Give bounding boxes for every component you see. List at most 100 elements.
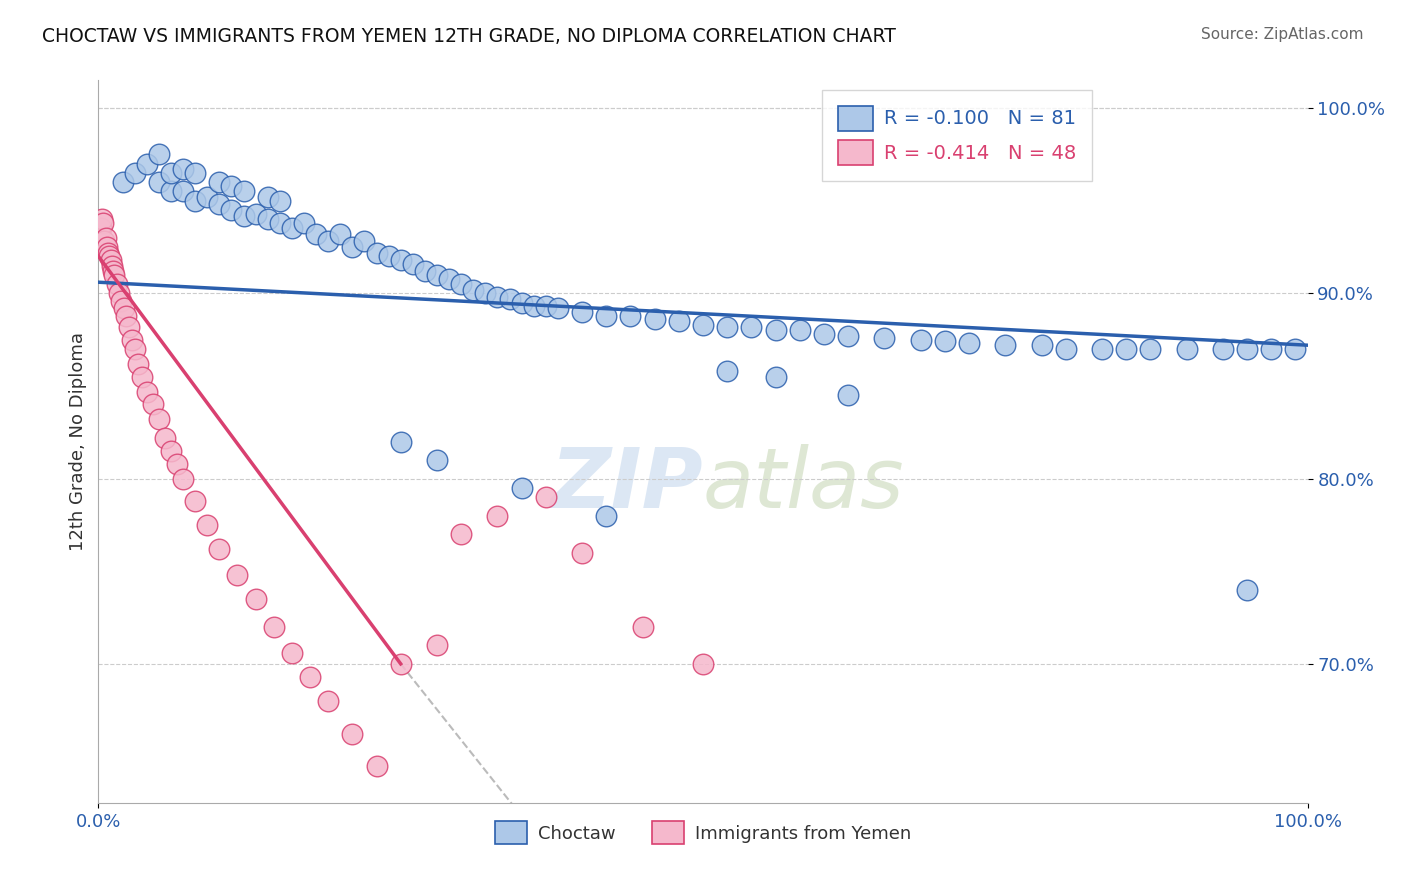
Point: [716, 319, 738, 334]
Point: [226, 568, 249, 582]
Legend: Choctaw, Immigrants from Yemen: Choctaw, Immigrants from Yemen: [488, 814, 918, 852]
Point: [172, 162, 194, 177]
Point: [110, 293, 132, 308]
Point: [105, 277, 128, 291]
Point: [148, 412, 170, 426]
Point: [184, 166, 207, 180]
Point: [837, 329, 859, 343]
Point: [281, 221, 304, 235]
Text: ZIP: ZIP: [550, 444, 703, 525]
Point: [127, 357, 149, 371]
Point: [131, 369, 153, 384]
Point: [195, 190, 218, 204]
Point: [135, 384, 157, 399]
Y-axis label: 12th Grade, No Diploma: 12th Grade, No Diploma: [69, 332, 87, 551]
Point: [716, 364, 738, 378]
Point: [118, 319, 141, 334]
Point: [1115, 342, 1137, 356]
Point: [413, 264, 436, 278]
Point: [510, 295, 533, 310]
Point: [108, 286, 131, 301]
Text: atlas: atlas: [703, 444, 904, 525]
Point: [1175, 342, 1198, 356]
Point: [256, 212, 278, 227]
Point: [740, 319, 762, 334]
Point: [221, 202, 243, 217]
Point: [299, 670, 322, 684]
Point: [195, 517, 218, 532]
Point: [668, 314, 690, 328]
Point: [595, 508, 617, 523]
Point: [98, 249, 121, 263]
Point: [263, 620, 285, 634]
Point: [402, 257, 425, 271]
Point: [160, 443, 183, 458]
Point: [100, 252, 122, 267]
Point: [366, 758, 388, 772]
Point: [450, 277, 472, 291]
Point: [100, 259, 122, 273]
Point: [1139, 342, 1161, 356]
Point: [94, 231, 117, 245]
Point: [172, 472, 194, 486]
Point: [547, 301, 569, 315]
Point: [426, 268, 449, 282]
Point: [184, 194, 207, 208]
Point: [103, 268, 125, 282]
Point: [366, 245, 388, 260]
Point: [619, 309, 641, 323]
Point: [245, 207, 267, 221]
Text: CHOCTAW VS IMMIGRANTS FROM YEMEN 12TH GRADE, NO DIPLOMA CORRELATION CHART: CHOCTAW VS IMMIGRANTS FROM YEMEN 12TH GR…: [42, 27, 896, 45]
Point: [160, 185, 183, 199]
Point: [342, 727, 364, 741]
Point: [595, 309, 617, 323]
Point: [112, 301, 135, 315]
Point: [1054, 342, 1077, 356]
Point: [153, 431, 176, 445]
Point: [450, 527, 472, 541]
Point: [93, 235, 115, 249]
Point: [1031, 338, 1053, 352]
Point: [534, 299, 557, 313]
Point: [208, 541, 231, 556]
Point: [389, 434, 412, 449]
Point: [474, 286, 496, 301]
Point: [91, 212, 114, 227]
Point: [934, 334, 956, 349]
Point: [1212, 342, 1234, 356]
Point: [571, 546, 593, 560]
Point: [124, 342, 146, 356]
Point: [644, 312, 666, 326]
Point: [377, 249, 399, 263]
Point: [486, 508, 509, 523]
Point: [692, 318, 714, 332]
Point: [166, 457, 188, 471]
Point: [910, 333, 932, 347]
Point: [184, 493, 207, 508]
Text: Source: ZipAtlas.com: Source: ZipAtlas.com: [1201, 27, 1364, 42]
Point: [534, 490, 557, 504]
Point: [329, 227, 352, 241]
Point: [245, 592, 267, 607]
Point: [463, 283, 485, 297]
Point: [91, 216, 114, 230]
Point: [232, 209, 254, 223]
Point: [148, 147, 170, 161]
Point: [389, 252, 412, 267]
Point: [101, 264, 124, 278]
Point: [96, 240, 118, 254]
Point: [256, 190, 278, 204]
Point: [873, 331, 896, 345]
Point: [692, 657, 714, 671]
Point: [97, 245, 120, 260]
Point: [342, 240, 364, 254]
Point: [426, 453, 449, 467]
Point: [631, 620, 654, 634]
Point: [510, 481, 533, 495]
Point: [292, 216, 315, 230]
Point: [269, 194, 291, 208]
Point: [1284, 342, 1306, 356]
Point: [1236, 342, 1258, 356]
Point: [1236, 582, 1258, 597]
Point: [305, 227, 328, 241]
